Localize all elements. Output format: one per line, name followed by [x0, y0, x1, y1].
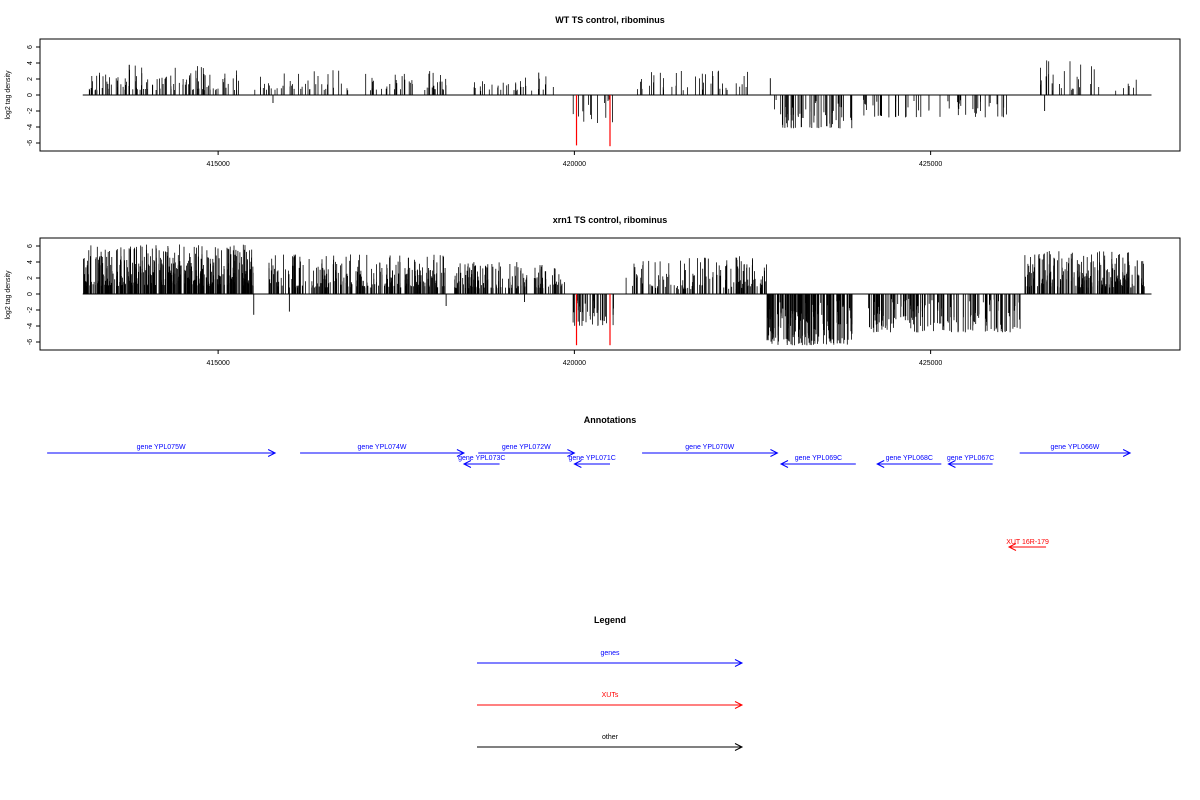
- xut-label: XUT 16R-179: [1006, 539, 1049, 546]
- wt-density-panel: WT TS control, ribominus log2 tag densit…: [5, 15, 1181, 168]
- x-tick-label: 415000: [206, 360, 229, 367]
- xrn1-y-ticks: -6 -4 -2 0 2 4 6: [27, 244, 40, 345]
- xrn1-bars: [82, 244, 1152, 346]
- gene-label: gene YPL073C: [458, 455, 505, 462]
- wt-panel-title: WT TS control, ribominus: [555, 15, 665, 25]
- legend-item-other: other: [477, 734, 744, 751]
- gene-arrow: [1019, 449, 1132, 457]
- gene-arrow: [300, 449, 466, 457]
- y-tick-label: 2: [27, 77, 34, 81]
- xrn1-y-axis-label: log2 tag density: [5, 270, 12, 320]
- x-tick-label: 425000: [919, 360, 942, 367]
- y-tick-label: 2: [27, 276, 34, 280]
- y-tick-label: 6: [27, 244, 34, 248]
- legend-label: other: [602, 734, 619, 741]
- legend-label: XUTs: [602, 692, 619, 699]
- y-tick-label: -2: [27, 307, 34, 313]
- y-tick-label: -6: [27, 140, 34, 146]
- legend-title: Legend: [594, 615, 626, 625]
- xrn1-density-panel: xrn1 TS control, ribominus log2 tag dens…: [5, 215, 1181, 367]
- x-tick-label: 420000: [563, 360, 586, 367]
- y-tick-label: 0: [27, 292, 34, 296]
- gene-arrow: [462, 460, 500, 468]
- y-tick-label: -4: [27, 323, 34, 329]
- legend-items: genes XUTs other: [477, 650, 744, 751]
- gene-arrow: [478, 449, 576, 457]
- annotation-arrows: gene YPL075W gene YPL074W gene YPL072W gene…: [47, 444, 1132, 551]
- legend: Legend genes XUTs other: [477, 615, 744, 751]
- gene-arrow: [947, 460, 993, 468]
- gene-arrow: [573, 460, 610, 468]
- gene-label: gene YPL068C: [886, 455, 933, 462]
- gene-label: gene YPL067C: [947, 455, 994, 462]
- gene-arrow: [779, 460, 856, 468]
- x-tick-label: 415000: [206, 161, 229, 168]
- legend-arrowhead: [734, 659, 744, 667]
- gene-label: gene YPL075W: [137, 444, 186, 451]
- xrn1-x-ticks: 415000 420000 425000: [206, 350, 942, 367]
- gene-label: gene YPL072W: [502, 444, 551, 451]
- y-tick-label: -2: [27, 108, 34, 114]
- gene-arrow: [642, 449, 779, 457]
- wt-x-ticks: 415000 420000 425000: [206, 151, 942, 168]
- legend-arrowhead: [734, 701, 744, 709]
- y-tick-label: 0: [27, 93, 34, 97]
- y-tick-label: -6: [27, 339, 34, 345]
- legend-item-xuts: XUTs: [477, 692, 744, 709]
- legend-item-genes: genes: [477, 650, 744, 667]
- x-tick-label: 420000: [563, 161, 586, 168]
- x-tick-label: 425000: [919, 161, 942, 168]
- gene-arrow: [876, 460, 942, 468]
- y-tick-label: 6: [27, 45, 34, 49]
- gene-label: gene YPL074W: [358, 444, 407, 451]
- y-tick-label: 4: [27, 260, 34, 264]
- legend-arrowhead: [734, 743, 744, 751]
- annotations-track: Annotations gene YPL075W gene YPL074W gene…: [47, 415, 1132, 551]
- gene-label: gene YPL069C: [795, 455, 842, 462]
- legend-label: genes: [600, 650, 620, 657]
- gene-label: gene YPL070W: [685, 444, 734, 451]
- y-tick-label: 4: [27, 61, 34, 65]
- annotations-title: Annotations: [584, 415, 637, 425]
- wt-y-ticks: -6 -4 -2 0 2 4 6: [27, 45, 40, 146]
- gene-label: gene YPL066W: [1050, 444, 1099, 451]
- gene-label: gene YPL071C: [569, 455, 616, 462]
- wt-y-axis-label: log2 tag density: [5, 70, 12, 120]
- wt-bars: [82, 60, 1152, 147]
- xrn1-panel-title: xrn1 TS control, ribominus: [553, 215, 668, 225]
- gene-arrow: [47, 449, 277, 457]
- xut-arrow: [1007, 543, 1047, 551]
- y-tick-label: -4: [27, 124, 34, 130]
